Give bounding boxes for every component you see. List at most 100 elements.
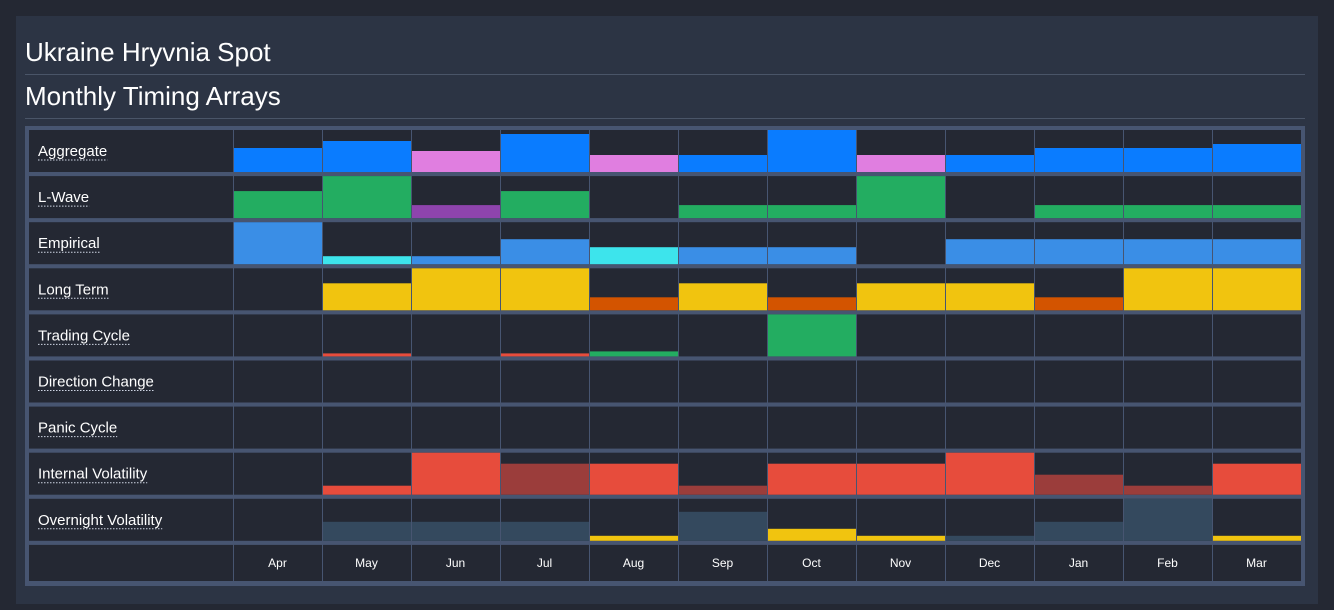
row-label[interactable]: Internal Volatility <box>38 466 148 483</box>
timing-bar <box>678 155 767 172</box>
timing-bar <box>322 353 411 357</box>
timing-bar <box>411 205 500 219</box>
row-label[interactable]: Aggregate <box>38 143 107 160</box>
timing-bar <box>500 239 589 265</box>
timing-bar <box>767 130 856 172</box>
timing-bar <box>945 452 1034 495</box>
timing-bar <box>411 151 500 172</box>
timing-bar <box>945 239 1034 265</box>
month-tick-label: Aug <box>623 556 644 570</box>
timing-bar <box>500 191 589 219</box>
timing-bar <box>945 283 1034 311</box>
timing-bar <box>589 351 678 357</box>
row-background <box>29 406 1301 449</box>
timing-bar <box>322 521 411 541</box>
timing-bar <box>1123 268 1212 311</box>
timing-bar <box>856 283 945 311</box>
timing-bar <box>1034 474 1123 495</box>
month-tick-label: Jun <box>446 556 465 570</box>
month-tick-label: Mar <box>1246 556 1267 570</box>
timing-bar <box>767 463 856 495</box>
row-label[interactable]: Panic Cycle <box>38 420 117 437</box>
month-tick-label: Jul <box>537 556 552 570</box>
timing-bar <box>1123 205 1212 219</box>
chart-panel: Ukraine Hryvnia Spot Monthly Timing Arra… <box>16 16 1318 604</box>
timing-bar <box>589 535 678 541</box>
timing-bar <box>322 141 411 172</box>
row-label[interactable]: Direction Change <box>38 374 154 391</box>
timing-bar <box>1212 239 1301 265</box>
timing-bar <box>767 247 856 265</box>
page-title: Ukraine Hryvnia Spot <box>25 30 1305 75</box>
timing-bar <box>500 463 589 495</box>
timing-bar <box>1034 297 1123 311</box>
timing-bar <box>678 511 767 541</box>
timing-bar <box>945 155 1034 172</box>
timing-bar <box>500 521 589 541</box>
row-label[interactable]: Overnight Volatility <box>38 512 163 529</box>
timing-bar <box>1123 498 1212 541</box>
timing-bar <box>1212 205 1301 219</box>
timing-bar <box>1123 148 1212 172</box>
timing-bar <box>856 176 945 219</box>
timing-bar <box>411 452 500 495</box>
month-tick-label: Apr <box>268 556 287 570</box>
timing-bar <box>589 247 678 265</box>
timing-bar <box>322 283 411 311</box>
month-tick-label: Jan <box>1069 556 1088 570</box>
timing-bar <box>589 463 678 495</box>
timing-bar <box>411 256 500 265</box>
timing-bar <box>500 353 589 357</box>
timing-bar <box>1212 144 1301 172</box>
timing-bar <box>322 256 411 265</box>
timing-bar <box>678 283 767 311</box>
timing-bar <box>856 535 945 541</box>
month-axis-row <box>29 544 1301 581</box>
month-tick-label: Dec <box>979 556 1000 570</box>
month-tick-label: Nov <box>890 556 911 570</box>
row-background <box>29 314 1301 357</box>
timing-bar <box>411 521 500 541</box>
timing-bar <box>233 222 322 265</box>
month-tick-label: Feb <box>1157 556 1178 570</box>
timing-bar <box>1034 239 1123 265</box>
timing-bar <box>233 191 322 219</box>
chart-subtitle: Monthly Timing Arrays <box>25 74 1305 119</box>
timing-bar <box>1034 148 1123 172</box>
timing-bar <box>500 268 589 311</box>
timing-array-svg: Aggregate L-Wave Empirical Long Term Trading… <box>29 130 1301 581</box>
month-tick-label: Sep <box>712 556 734 570</box>
timing-bar <box>1034 521 1123 541</box>
timing-bar <box>767 314 856 357</box>
timing-bar <box>1034 205 1123 219</box>
timing-bar <box>1212 463 1301 495</box>
month-tick-label: Oct <box>802 556 821 570</box>
timing-bar <box>1123 485 1212 495</box>
row-label[interactable]: Long Term <box>38 281 109 298</box>
timing-bar <box>322 485 411 495</box>
timing-bar <box>589 297 678 311</box>
timing-bar <box>1212 268 1301 311</box>
timing-bar <box>411 268 500 311</box>
timing-array-grid: Aggregate L-Wave Empirical Long Term Trading… <box>25 126 1305 586</box>
timing-bar <box>856 463 945 495</box>
timing-bar <box>1123 239 1212 265</box>
timing-bar <box>233 148 322 172</box>
timing-bar <box>322 176 411 219</box>
timing-bar <box>856 155 945 172</box>
month-tick-label: May <box>355 556 378 570</box>
timing-bar <box>945 535 1034 541</box>
timing-bar <box>678 205 767 219</box>
timing-bar <box>767 205 856 219</box>
timing-bar <box>1212 535 1301 541</box>
timing-bar <box>767 297 856 311</box>
timing-bar <box>500 134 589 172</box>
row-label[interactable]: Trading Cycle <box>38 327 130 344</box>
timing-bar <box>678 247 767 265</box>
timing-bar <box>589 155 678 172</box>
row-label[interactable]: Empirical <box>38 235 100 252</box>
row-background <box>29 360 1301 403</box>
timing-bar <box>678 485 767 495</box>
timing-bar <box>767 528 856 541</box>
row-label[interactable]: L-Wave <box>38 189 89 206</box>
